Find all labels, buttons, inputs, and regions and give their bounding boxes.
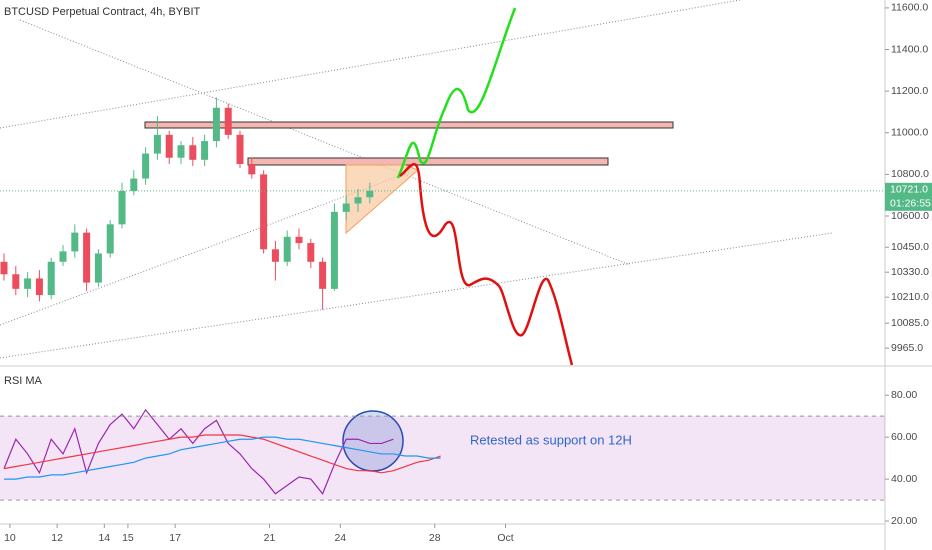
indicator-title: RSI MA: [4, 375, 43, 387]
y-tick-label: 9965.0: [891, 342, 923, 354]
x-tick-label: 21: [264, 532, 276, 544]
y-tick-label: 10600.0: [891, 210, 929, 222]
y-tick-label: 10210.0: [891, 291, 929, 303]
last-price-box: [885, 182, 932, 211]
x-tick-label: 14: [98, 532, 110, 544]
y-tick-label: 80.00: [891, 389, 917, 401]
candle-body: [342, 203, 350, 212]
candle-body: [59, 251, 67, 262]
x-tick-label: 15: [122, 532, 134, 544]
y-tick-label: 10450.0: [891, 241, 929, 253]
y-tick-label: 11400.0: [891, 43, 928, 55]
candle-body: [153, 134, 161, 154]
candle-body: [130, 178, 138, 192]
candle-body: [12, 274, 20, 289]
candle-body: [177, 145, 185, 158]
last-price-label: 10721.0: [890, 184, 928, 196]
candle-body: [354, 197, 362, 204]
y-tick-label: 11000.0: [891, 127, 928, 139]
candle-body: [271, 249, 279, 262]
candle-body: [83, 232, 91, 283]
trend-line: [0, 0, 741, 129]
trend-line: [0, 171, 411, 326]
candle-body: [366, 190, 374, 198]
x-tick-label: 28: [429, 532, 441, 544]
y-tick-label: 10800.0: [891, 168, 929, 180]
candle-body: [118, 191, 126, 225]
candle-body: [165, 134, 173, 158]
candle-body: [236, 134, 244, 164]
x-tick-label: Oct: [497, 532, 513, 544]
candle-body: [201, 141, 209, 160]
bullish-projection: [396, 7, 517, 179]
rsi-line: [4, 436, 441, 480]
x-tick-label: 24: [334, 532, 346, 544]
chart-title: BTCUSD Perpetual Contract, 4h, BYBIT: [4, 6, 201, 18]
resistance-zone: [144, 121, 674, 129]
candle-body: [260, 174, 268, 250]
y-tick-label: 10085.0: [891, 317, 929, 329]
candle-body: [71, 232, 79, 252]
candle-body: [142, 153, 150, 179]
candle-body: [24, 278, 32, 289]
y-tick-label: 11200.0: [891, 85, 928, 97]
candle-body: [330, 211, 338, 289]
candle-body: [307, 243, 315, 262]
rsi-band: [0, 416, 885, 501]
y-tick-label: 60.00: [891, 431, 917, 443]
trend-line: [0, 232, 833, 359]
annotation: Retested as support on 12H: [470, 432, 632, 447]
x-tick-label: 10: [4, 532, 16, 544]
candle-body: [248, 163, 256, 175]
y-tick-label: 40.00: [891, 473, 917, 485]
candle-body: [212, 107, 220, 142]
x-tick-label: 12: [51, 532, 63, 544]
candle-body: [106, 224, 114, 254]
candle-body: [47, 261, 55, 296]
candle-body: [0, 261, 8, 275]
candle-body: [319, 261, 327, 289]
y-tick-label: 20.00: [891, 515, 917, 527]
candle-body: [94, 253, 102, 283]
y-tick-label: 10330.0: [891, 266, 929, 278]
bearish-projection: [399, 162, 574, 366]
y-tick-label: 11600.0: [891, 2, 928, 14]
candle-body: [224, 107, 232, 135]
candle-body: [35, 278, 43, 296]
candle-body: [295, 236, 303, 244]
countdown: 01:26:55: [890, 198, 931, 210]
x-tick-label: 17: [169, 532, 181, 544]
drawings: [0, 0, 833, 472]
rsi-line: [3, 434, 441, 474]
candle-body: [283, 236, 291, 262]
candle-body: [189, 145, 197, 160]
